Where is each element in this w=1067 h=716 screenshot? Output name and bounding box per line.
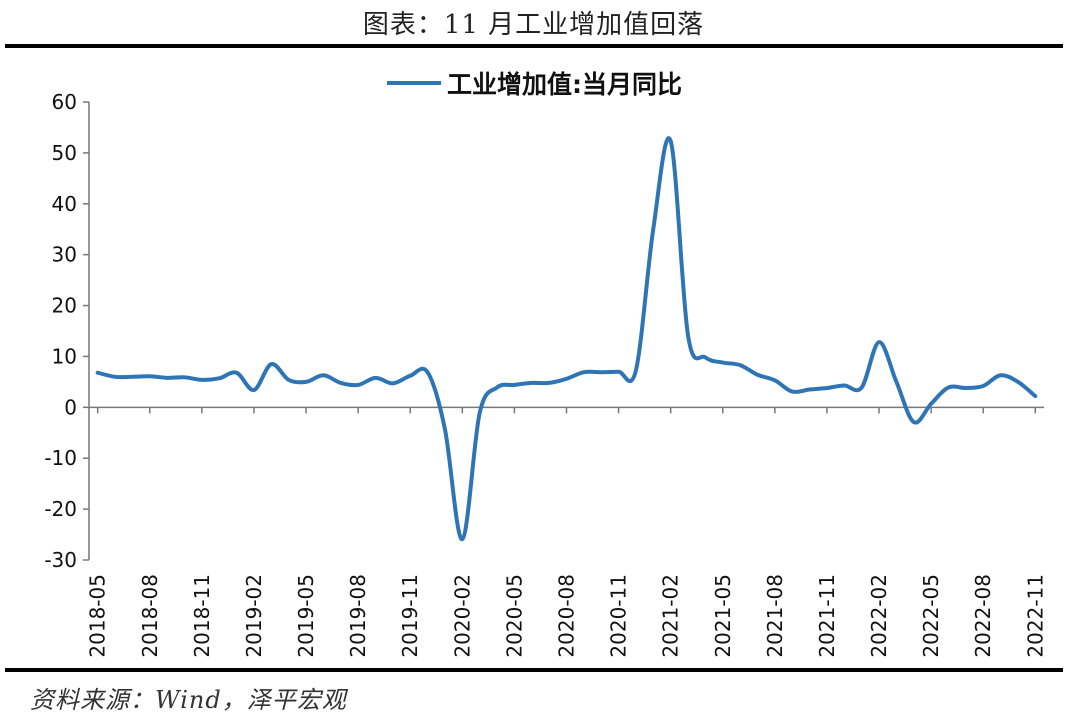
x-tick-label: 2020-11 [607, 574, 631, 658]
data-point [807, 387, 812, 392]
data-point [391, 381, 395, 386]
data-point [564, 377, 569, 381]
y-tick-label: 30 [52, 243, 77, 267]
data-point [894, 380, 899, 384]
data-point [860, 385, 864, 390]
x-tick-label: 2021-02 [659, 574, 683, 658]
data-point [964, 386, 968, 390]
data-point [912, 420, 916, 424]
data-point [460, 537, 464, 541]
y-tick-label: 10 [52, 344, 77, 368]
data-point [1033, 394, 1037, 398]
x-tick-label: 2022-11 [1023, 574, 1047, 658]
data-point [755, 373, 760, 377]
x-tick-label: 2019-05 [294, 574, 318, 658]
data-point [443, 427, 447, 431]
x-tick-label: 2022-05 [919, 574, 943, 658]
data-point [321, 373, 326, 377]
data-point [287, 378, 291, 382]
x-tick-label: 2021-08 [763, 574, 787, 658]
x-tick-label: 2018-05 [86, 574, 110, 658]
x-tick-label: 2021-05 [711, 574, 735, 658]
data-point [512, 383, 517, 387]
data-point [148, 374, 152, 378]
x-tick-label: 2018-11 [190, 574, 214, 658]
x-tick-label: 2018-08 [138, 574, 162, 658]
data-point [599, 370, 603, 374]
data-point [946, 385, 951, 390]
data-point [495, 385, 499, 390]
data-point [530, 381, 534, 385]
bottom-rule [5, 668, 1063, 672]
data-point [877, 340, 881, 344]
series-line-0 [95, 136, 1038, 542]
series-group [95, 136, 1038, 542]
y-axis: 60 50 40 30 20 10 0 -10 -20 -30 [44, 90, 90, 572]
y-tick-label: 50 [52, 141, 77, 165]
data-point [651, 227, 655, 231]
data-point [269, 362, 273, 366]
data-point [339, 381, 343, 385]
y-tick-label: -30 [44, 548, 77, 572]
data-point [356, 383, 360, 387]
data-point [547, 381, 551, 385]
data-point [929, 402, 933, 406]
x-tick-label: 2022-02 [867, 574, 891, 658]
y-tick-label: -20 [44, 497, 77, 521]
x-tick-label: 2019-08 [346, 574, 370, 658]
data-point [408, 374, 412, 378]
data-point [373, 376, 378, 380]
x-tick-label: 2021-11 [815, 574, 839, 658]
data-point [200, 378, 204, 382]
data-point [981, 384, 985, 388]
x-tick-label: 2020-08 [555, 574, 579, 658]
source-note: 资料来源：Wind，泽平宏观 [30, 686, 347, 714]
data-point [478, 411, 482, 415]
data-point [634, 368, 638, 372]
y-tick-label: 40 [52, 192, 77, 216]
x-tick-label: 2019-11 [398, 574, 422, 658]
data-point [96, 371, 100, 375]
top-rule [5, 44, 1063, 48]
data-point [582, 370, 586, 374]
data-point [234, 371, 239, 375]
data-point [182, 375, 187, 379]
legend: 工业增加值:当月同比 [387, 70, 682, 99]
x-tick-label: 2022-08 [971, 574, 995, 658]
y-tick-label: 0 [64, 395, 77, 419]
data-point [425, 370, 430, 374]
y-tick-label: -10 [44, 446, 77, 470]
data-point [703, 355, 708, 360]
data-point [790, 389, 794, 394]
data-point [616, 370, 621, 374]
data-point [1016, 380, 1020, 384]
data-point [773, 378, 777, 382]
y-tick-label: 20 [52, 294, 77, 318]
x-tick-label: 2019-02 [242, 574, 266, 658]
data-point [113, 375, 117, 379]
data-point [721, 360, 725, 365]
data-point [165, 376, 169, 380]
data-point [130, 375, 135, 379]
data-point [686, 333, 690, 338]
y-tick-label: 60 [52, 90, 77, 114]
x-axis: 2018-05 2018-08 2018-11 2019-02 2019-05 2019-… [86, 406, 1047, 658]
page-title: 图表：11 月工业增加值回落 [362, 10, 705, 40]
legend-label: 工业增加值:当月同比 [447, 70, 682, 99]
data-point [669, 139, 673, 143]
data-point [304, 380, 308, 384]
data-point [842, 383, 846, 388]
data-point [217, 376, 221, 380]
x-tick-label: 2020-02 [450, 574, 474, 658]
data-point [252, 388, 256, 392]
data-point [998, 373, 1003, 377]
data-point [738, 363, 742, 367]
data-point [825, 386, 829, 390]
x-tick-label: 2020-05 [502, 574, 526, 658]
